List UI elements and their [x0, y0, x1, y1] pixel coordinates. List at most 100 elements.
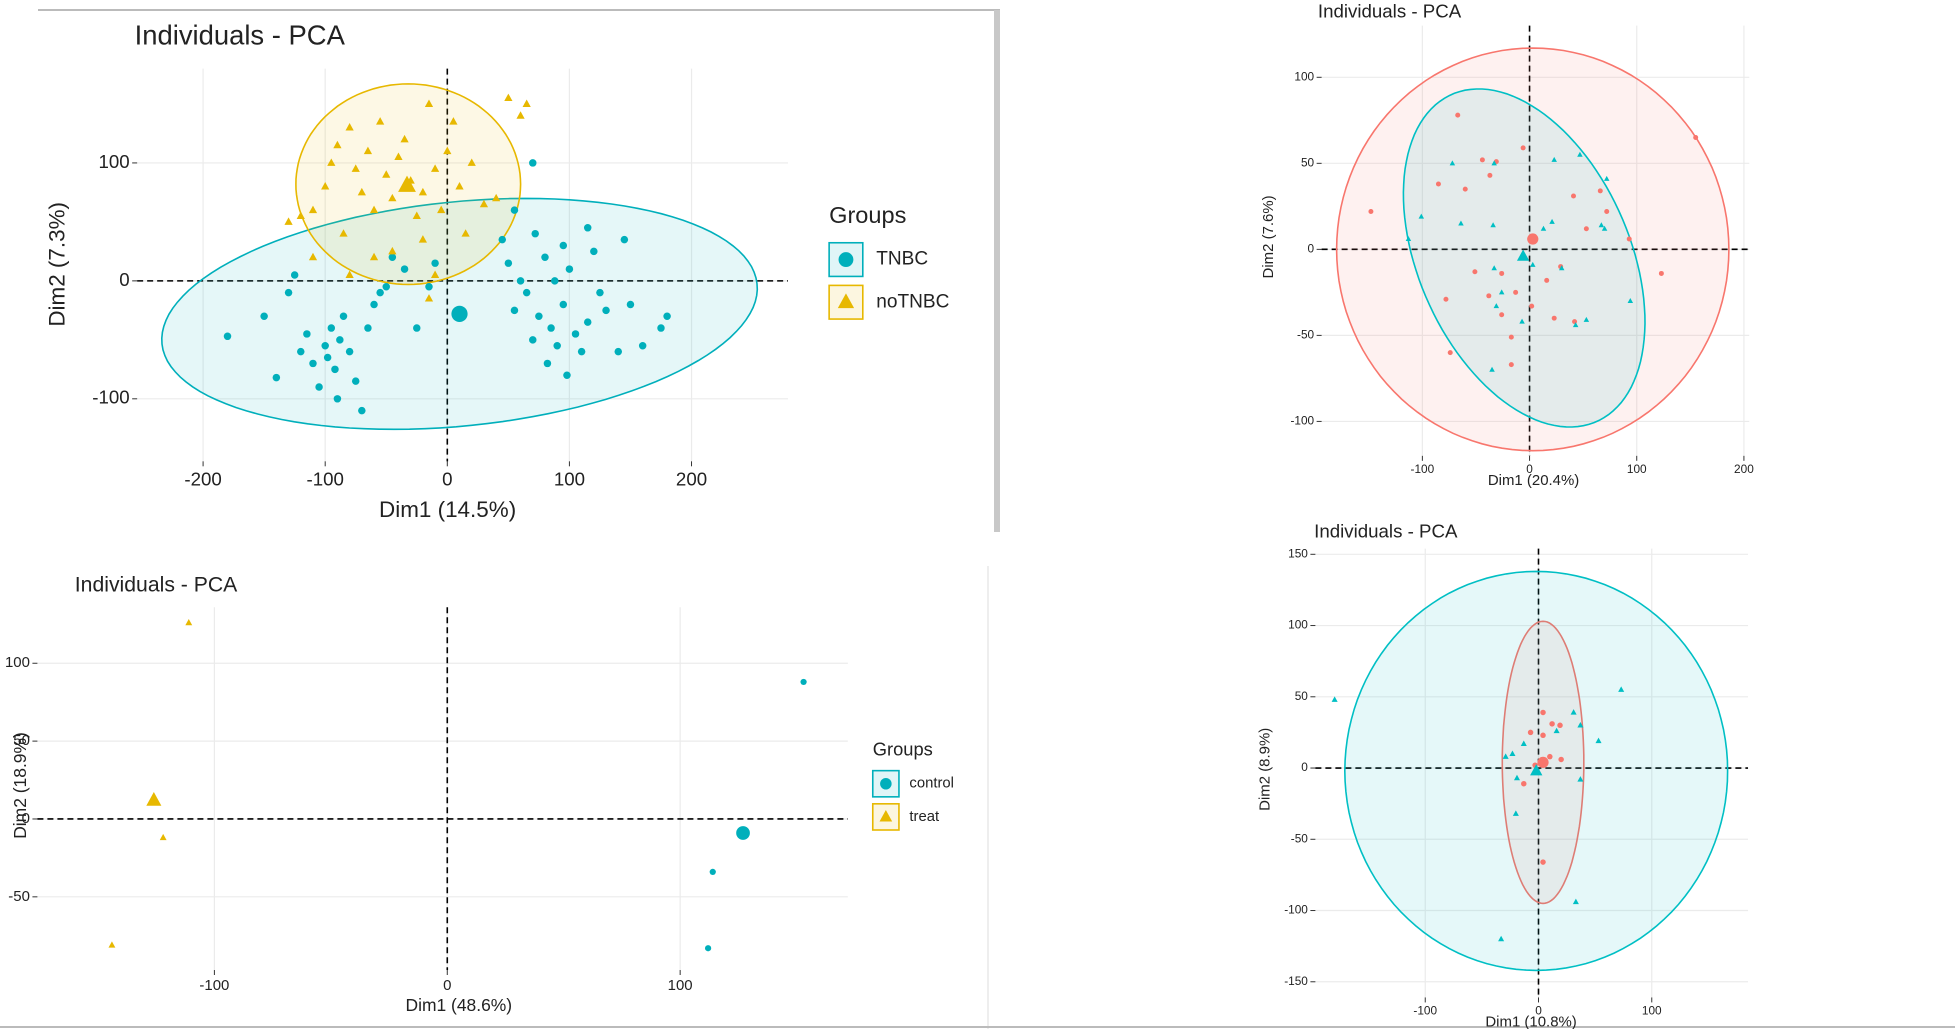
point [559, 241, 568, 250]
point [1498, 289, 1505, 295]
y-tick-label: 100 [1288, 618, 1308, 632]
point [185, 619, 193, 626]
point [388, 193, 397, 202]
y-axis-label: Dim2 (7.6%) [1260, 195, 1277, 278]
x-axis-label: Dim1 (20.4%) [1488, 472, 1579, 489]
group-mean [451, 305, 468, 322]
point [1479, 157, 1485, 163]
point [376, 117, 385, 125]
point [364, 324, 372, 332]
legend-symbol [837, 293, 855, 309]
point [1595, 737, 1602, 744]
point [369, 205, 379, 214]
point [1551, 156, 1557, 162]
point [1557, 722, 1563, 729]
point [315, 383, 323, 391]
point [345, 270, 354, 278]
point [535, 312, 543, 320]
point [455, 182, 464, 190]
point [614, 347, 622, 356]
point [394, 152, 403, 161]
y-tick-label: 100 [98, 151, 129, 172]
point [1521, 780, 1527, 787]
point [284, 288, 293, 297]
point [1583, 316, 1590, 322]
point [1549, 721, 1555, 727]
point [1577, 776, 1584, 782]
point [1627, 297, 1634, 303]
legend-label: treat [909, 809, 940, 825]
legend-title: Groups [873, 738, 933, 759]
point [358, 406, 366, 415]
point [1547, 753, 1553, 760]
point [1449, 160, 1456, 166]
chart-title: Individuals - PCA [75, 574, 238, 597]
x-tick-label: 100 [668, 977, 693, 994]
point [547, 324, 555, 332]
point [260, 312, 268, 320]
point [1405, 236, 1412, 242]
point [516, 111, 525, 119]
point [1529, 303, 1535, 309]
point [709, 868, 716, 876]
point [382, 170, 391, 178]
point [437, 205, 446, 214]
point [531, 229, 539, 238]
point [1513, 289, 1519, 295]
point [522, 288, 531, 297]
point [1368, 209, 1374, 215]
x-tick-label: 0 [1526, 462, 1533, 476]
point [339, 312, 348, 320]
point [1604, 209, 1610, 215]
point [370, 300, 378, 309]
x-tick-label: 200 [1734, 462, 1754, 476]
point [551, 277, 559, 285]
point [431, 259, 439, 267]
point [1509, 750, 1516, 756]
point [284, 217, 293, 225]
point [602, 306, 610, 315]
y-tick-label: 0 [22, 810, 30, 827]
point [1499, 270, 1505, 276]
point [333, 140, 342, 149]
point [1512, 810, 1519, 816]
point [1540, 709, 1546, 716]
point [1489, 366, 1495, 372]
group-mean [1537, 756, 1549, 768]
point [297, 347, 305, 356]
point [400, 134, 409, 143]
point [1577, 721, 1584, 728]
panel-divider [994, 10, 1000, 532]
point [1455, 112, 1461, 118]
legend-symbol [879, 809, 893, 822]
y-tick-label: 0 [1308, 241, 1315, 255]
x-tick-label: 100 [1642, 1003, 1662, 1017]
point [479, 199, 489, 208]
legend-symbol [838, 252, 854, 267]
legend-label: control [909, 776, 954, 792]
point [543, 359, 552, 368]
point [571, 330, 580, 338]
legend-title: Groups [829, 202, 906, 228]
point [504, 259, 513, 267]
point [1462, 186, 1468, 192]
legend-symbol [880, 777, 892, 790]
point [308, 205, 318, 214]
point [1513, 774, 1521, 781]
point [1520, 740, 1527, 747]
x-axis-label: Dim1 (10.8%) [1485, 1013, 1576, 1029]
point [590, 247, 598, 256]
point [1493, 303, 1500, 309]
point [1502, 753, 1509, 759]
x-axis-label: Dim1 (48.6%) [406, 995, 513, 1015]
point [1486, 293, 1492, 299]
point [382, 283, 390, 291]
point [663, 312, 671, 320]
chart-title: Individuals - PCA [1314, 520, 1458, 541]
point [529, 159, 537, 167]
point [596, 288, 604, 297]
point [1572, 898, 1579, 905]
point [376, 288, 384, 297]
point [583, 318, 592, 326]
